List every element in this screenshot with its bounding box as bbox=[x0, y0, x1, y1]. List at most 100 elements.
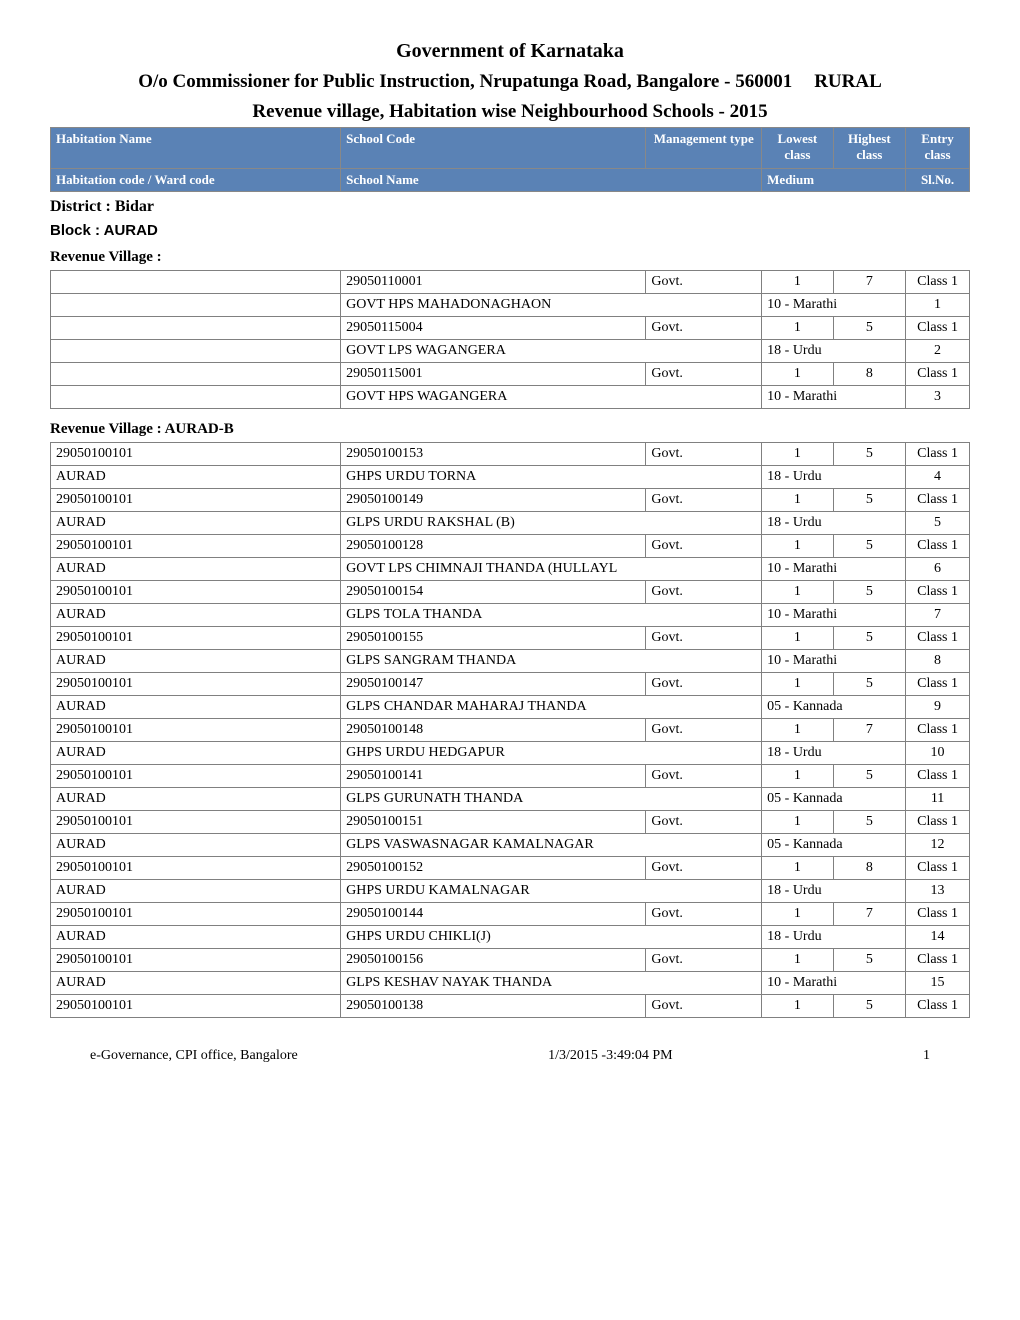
cell-school-name: GLPS KESHAV NAYAK THANDA bbox=[341, 972, 762, 995]
cell-school-name: GHPS URDU KAMALNAGAR bbox=[341, 880, 762, 903]
cell-mgmt: Govt. bbox=[646, 765, 762, 788]
cell-slno: 15 bbox=[906, 972, 970, 995]
cell-high: 5 bbox=[833, 811, 906, 834]
cell-mgmt: Govt. bbox=[646, 903, 762, 926]
office-title-line: O/o Commissioner for Public Instruction,… bbox=[50, 71, 970, 93]
report-title: Revenue village, Habitation wise Neighbo… bbox=[50, 101, 970, 123]
cell-hab-code: AURAD bbox=[51, 926, 341, 949]
cell-mgmt: Govt. bbox=[646, 627, 762, 650]
cell-high: 5 bbox=[833, 627, 906, 650]
col-highest-class: Highest class bbox=[833, 128, 906, 169]
cell-high: 8 bbox=[833, 857, 906, 880]
cell-hab-code bbox=[51, 386, 341, 409]
cell-habitation: 29050100101 bbox=[51, 719, 341, 742]
cell-low: 1 bbox=[762, 581, 833, 604]
cell-habitation: 29050100101 bbox=[51, 903, 341, 926]
cell-high: 5 bbox=[833, 949, 906, 972]
rural-label: RURAL bbox=[814, 71, 882, 92]
cell-habitation bbox=[51, 271, 341, 294]
cell-school-code: 29050100151 bbox=[341, 811, 646, 834]
cell-hab-code: AURAD bbox=[51, 834, 341, 857]
cell-medium: 18 - Urdu bbox=[762, 466, 906, 489]
table-row: AURADGLPS TOLA THANDA10 - Marathi7 bbox=[51, 604, 970, 627]
cell-slno: 6 bbox=[906, 558, 970, 581]
header-row-1: Habitation Name School Code Management t… bbox=[51, 128, 970, 169]
cell-habitation bbox=[51, 317, 341, 340]
cell-medium: 18 - Urdu bbox=[762, 512, 906, 535]
cell-hab-code bbox=[51, 340, 341, 363]
cell-high: 5 bbox=[833, 581, 906, 604]
table-row: 2905010010129050100155Govt.15Class 1 bbox=[51, 627, 970, 650]
table-row: GOVT HPS MAHADONAGHAON10 - Marathi1 bbox=[51, 294, 970, 317]
cell-school-code: 29050100144 bbox=[341, 903, 646, 926]
cell-school-code: 29050100148 bbox=[341, 719, 646, 742]
cell-high: 5 bbox=[833, 673, 906, 696]
cell-habitation: 29050100101 bbox=[51, 995, 341, 1018]
cell-entry: Class 1 bbox=[906, 811, 970, 834]
table-row: GOVT HPS WAGANGERA10 - Marathi3 bbox=[51, 386, 970, 409]
cell-medium: 10 - Marathi bbox=[762, 558, 906, 581]
cell-slno: 9 bbox=[906, 696, 970, 719]
table-row: AURADGLPS GURUNATH THANDA05 - Kannada11 bbox=[51, 788, 970, 811]
cell-high: 5 bbox=[833, 489, 906, 512]
cell-school-name: GLPS CHANDAR MAHARAJ THANDA bbox=[341, 696, 762, 719]
col-school-name: School Name bbox=[341, 169, 762, 192]
cell-mgmt: Govt. bbox=[646, 363, 762, 386]
cell-slno: 14 bbox=[906, 926, 970, 949]
cell-slno: 13 bbox=[906, 880, 970, 903]
table-row: 29050115001Govt.18Class 1 bbox=[51, 363, 970, 386]
cell-school-name: GHPS URDU CHIKLI(J) bbox=[341, 926, 762, 949]
cell-low: 1 bbox=[762, 719, 833, 742]
cell-medium: 10 - Marathi bbox=[762, 972, 906, 995]
cell-low: 1 bbox=[762, 489, 833, 512]
office-title: O/o Commissioner for Public Instruction,… bbox=[138, 71, 792, 92]
cell-mgmt: Govt. bbox=[646, 811, 762, 834]
cell-habitation: 29050100101 bbox=[51, 811, 341, 834]
district-label: District : Bidar bbox=[50, 198, 970, 216]
cell-entry: Class 1 bbox=[906, 363, 970, 386]
cell-low: 1 bbox=[762, 995, 833, 1018]
cell-habitation: 29050100101 bbox=[51, 535, 341, 558]
table-row: 2905010010129050100153Govt.15Class 1 bbox=[51, 443, 970, 466]
cell-hab-code: AURAD bbox=[51, 650, 341, 673]
col-management-type: Management type bbox=[646, 128, 762, 169]
cell-low: 1 bbox=[762, 949, 833, 972]
cell-school-code: 29050100128 bbox=[341, 535, 646, 558]
cell-low: 1 bbox=[762, 363, 833, 386]
cell-slno: 3 bbox=[906, 386, 970, 409]
cell-entry: Class 1 bbox=[906, 765, 970, 788]
cell-entry: Class 1 bbox=[906, 903, 970, 926]
cell-medium: 10 - Marathi bbox=[762, 294, 906, 317]
table-row: AURADGHPS URDU TORNA18 - Urdu4 bbox=[51, 466, 970, 489]
footer-left: e-Governance, CPI office, Bangalore bbox=[90, 1048, 298, 1064]
cell-school-code: 29050100147 bbox=[341, 673, 646, 696]
schools-table-2: 2905010010129050100153Govt.15Class 1AURA… bbox=[50, 442, 970, 1018]
village-label-1: Revenue Village : bbox=[50, 249, 970, 266]
cell-mgmt: Govt. bbox=[646, 673, 762, 696]
cell-low: 1 bbox=[762, 535, 833, 558]
cell-hab-code: AURAD bbox=[51, 696, 341, 719]
cell-medium: 05 - Kannada bbox=[762, 834, 906, 857]
cell-high: 5 bbox=[833, 995, 906, 1018]
table-row: 2905010010129050100138Govt.15Class 1 bbox=[51, 995, 970, 1018]
cell-hab-code: AURAD bbox=[51, 880, 341, 903]
cell-school-code: 29050100156 bbox=[341, 949, 646, 972]
cell-habitation: 29050100101 bbox=[51, 581, 341, 604]
footer-right: 1 bbox=[923, 1048, 930, 1064]
cell-high: 5 bbox=[833, 443, 906, 466]
cell-entry: Class 1 bbox=[906, 317, 970, 340]
cell-mgmt: Govt. bbox=[646, 995, 762, 1018]
cell-habitation: 29050100101 bbox=[51, 857, 341, 880]
cell-habitation: 29050100101 bbox=[51, 489, 341, 512]
cell-slno: 10 bbox=[906, 742, 970, 765]
cell-school-code: 29050100155 bbox=[341, 627, 646, 650]
cell-school-code: 29050110001 bbox=[341, 271, 646, 294]
cell-entry: Class 1 bbox=[906, 271, 970, 294]
table-row: 2905010010129050100149Govt.15Class 1 bbox=[51, 489, 970, 512]
cell-slno: 7 bbox=[906, 604, 970, 627]
cell-entry: Class 1 bbox=[906, 995, 970, 1018]
cell-entry: Class 1 bbox=[906, 489, 970, 512]
cell-school-code: 29050115001 bbox=[341, 363, 646, 386]
page-footer: e-Governance, CPI office, Bangalore 1/3/… bbox=[50, 1048, 970, 1064]
cell-medium: 18 - Urdu bbox=[762, 926, 906, 949]
